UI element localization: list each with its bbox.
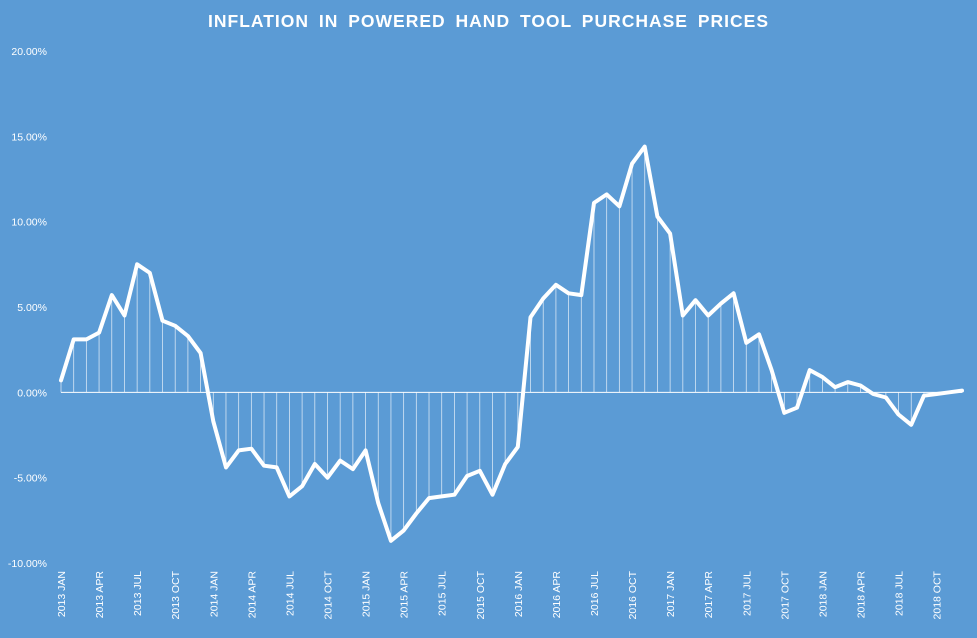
x-tick-label: 2017 APR xyxy=(703,571,715,619)
series-group xyxy=(59,144,964,543)
y-tick-label: -5.00% xyxy=(14,473,47,485)
x-tick-label: 2018 JAN xyxy=(817,571,829,617)
x-tick-label: 2013 JAN xyxy=(56,571,68,617)
x-axis-labels: 2013 JAN 2013 APR 2013 JUL 2013 OCT 2014 JAN… xyxy=(56,570,944,619)
x-tick-label: 2017 JAN xyxy=(665,571,677,617)
y-tick-label: -10.00% xyxy=(8,558,47,570)
y-tick-label: 20.00% xyxy=(11,46,47,58)
y-tick-label: 0.00% xyxy=(17,387,47,399)
x-tick-label: 2016 JUL xyxy=(589,571,601,616)
x-tick-label: 2016 JAN xyxy=(513,571,525,617)
x-tick-label: 2015 JUL xyxy=(437,571,449,616)
x-tick-label: 2017 OCT xyxy=(779,570,791,619)
chart-title: INFLATION IN POWERED HAND TOOL PURCHASE … xyxy=(208,11,769,31)
x-tick-label: 2013 APR xyxy=(94,571,106,619)
x-tick-label: 2018 OCT xyxy=(932,570,944,619)
x-tick-label: 2014 JAN xyxy=(208,571,220,617)
x-tick-label: 2013 OCT xyxy=(170,570,182,619)
x-tick-label: 2017 JUL xyxy=(741,571,753,616)
series-line xyxy=(59,144,964,543)
x-tick-label: 2014 OCT xyxy=(322,570,334,619)
x-tick-label: 2014 APR xyxy=(246,571,258,619)
x-tick-label: 2016 OCT xyxy=(627,570,639,619)
x-tick-label: 2014 JUL xyxy=(284,571,296,616)
y-tick-label: 10.00% xyxy=(11,217,47,229)
y-axis: -10.00% -5.00% 0.00% 5.00% 10.00% 15.00% 20.00… xyxy=(8,46,47,570)
x-tick-label: 2018 JUL xyxy=(894,571,906,616)
x-tick-label: 2013 JUL xyxy=(132,571,144,616)
x-tick-label: 2016 APR xyxy=(551,571,563,619)
x-tick-label: 2018 APR xyxy=(855,571,867,619)
drop-lines xyxy=(60,146,963,541)
y-tick-label: 5.00% xyxy=(17,302,47,314)
x-tick-label: 2015 OCT xyxy=(475,570,487,619)
x-tick-label: 2015 APR xyxy=(399,571,411,619)
y-tick-label: 15.00% xyxy=(11,131,47,143)
x-tick-label: 2015 JAN xyxy=(361,571,373,617)
